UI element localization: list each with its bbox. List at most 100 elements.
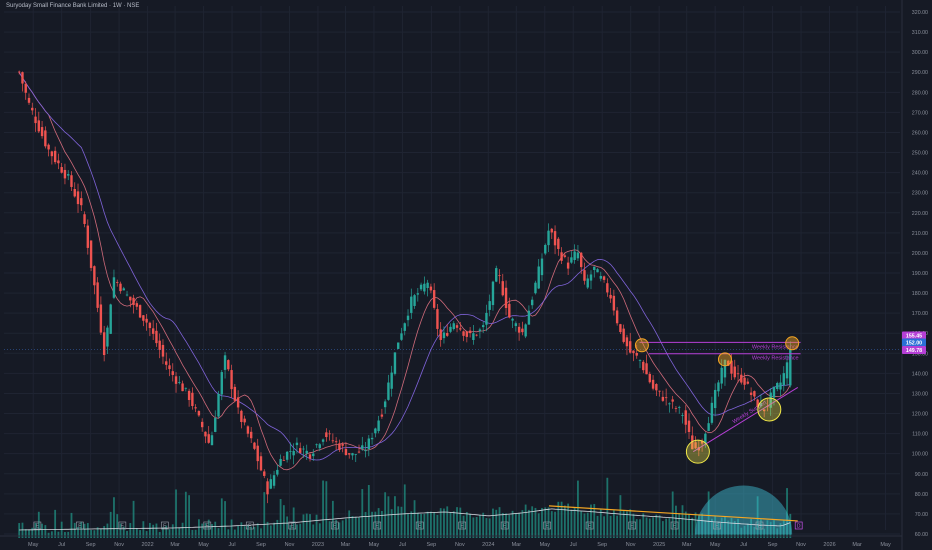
volume-bar (80, 521, 83, 538)
x-tick-label: Mar (341, 542, 351, 548)
volume-bar (103, 526, 106, 538)
volume-bar (485, 518, 488, 538)
volume-bar (90, 529, 92, 538)
candle-body (109, 304, 112, 334)
volume-bar (684, 511, 687, 538)
candle-body (112, 277, 116, 298)
candle-body (80, 198, 83, 206)
earnings-marker (118, 521, 127, 530)
volume-bar (766, 520, 769, 538)
candle-body (586, 278, 589, 288)
x-tick-label: Jul (58, 542, 65, 548)
candle-body (184, 387, 188, 389)
volume-bar (50, 531, 53, 538)
volume-bar (603, 516, 605, 538)
volume-bar (648, 518, 651, 538)
volume-bar (328, 521, 331, 538)
candle-body (740, 374, 743, 383)
candle-body (34, 116, 37, 124)
earnings-marker (500, 521, 509, 530)
candle-body (331, 440, 335, 442)
volume-bar (410, 511, 413, 538)
candle-body (285, 451, 289, 460)
candle-body (615, 310, 619, 324)
volume-bar (714, 515, 717, 538)
volume-bar (694, 512, 697, 538)
candle-body (168, 365, 171, 370)
volume-bar (247, 525, 249, 538)
support-line (692, 387, 799, 453)
candle-body (746, 381, 750, 384)
x-tick-label: Mar (852, 542, 862, 548)
earnings-marker-label: E (545, 524, 549, 530)
volume-bar (658, 515, 661, 538)
candle-body (642, 361, 645, 371)
x-tick-label: May (28, 542, 39, 548)
candle-body (70, 175, 73, 187)
candle-body (390, 372, 393, 389)
chart-title: Suryoday Small Finance Bank Limited · 1W… (6, 3, 140, 9)
candle-body (236, 397, 240, 408)
y-tick-label: 290.00 (912, 70, 928, 76)
candle-body (439, 329, 442, 340)
volume-bar (318, 523, 321, 538)
candle-body (432, 290, 436, 308)
earnings-marker (245, 521, 254, 530)
volume-bar (243, 526, 246, 538)
volume-bar (28, 529, 30, 538)
y-tick-label: 300.00 (912, 50, 928, 56)
volume-bar (116, 514, 119, 538)
candle-body (553, 231, 557, 246)
candle-body (455, 325, 459, 328)
volume-bar (697, 514, 700, 538)
y-tick-label: 310.00 (912, 30, 928, 36)
volume-bar (253, 526, 256, 538)
candle-body (129, 296, 132, 301)
candle-body (599, 275, 602, 279)
volume-bar (158, 531, 161, 538)
volume-bar (397, 506, 400, 538)
candle-body (207, 434, 210, 443)
candle-body (223, 355, 227, 370)
x-tick-label: Nov (285, 542, 295, 548)
candle-body (743, 377, 746, 385)
volume-bar (162, 527, 164, 538)
volume-bar (364, 511, 367, 538)
candle-body (383, 401, 387, 408)
candle-body (511, 318, 514, 321)
volume-bar (769, 521, 772, 538)
candle-body (181, 383, 184, 392)
x-tick-label: Mar (682, 542, 692, 548)
volume-bar (60, 521, 63, 538)
volume-bar (233, 529, 236, 538)
candle-body (361, 445, 364, 449)
y-tick-label: 120.00 (912, 412, 928, 418)
candle-body (772, 386, 776, 398)
y-tick-label: 100.00 (912, 452, 928, 458)
candle-body (566, 262, 570, 269)
candle-body (295, 442, 299, 446)
volume-bar (563, 505, 566, 538)
candle-body (148, 322, 152, 329)
candle-body (40, 127, 44, 137)
candle-body (410, 296, 413, 313)
volume-bar (456, 507, 458, 538)
candle-body (200, 421, 204, 428)
candle-body (178, 382, 181, 383)
candle-body (596, 269, 599, 273)
candle-body (446, 333, 449, 336)
candle-body (534, 282, 537, 294)
candle-body (227, 360, 230, 370)
candle-body (710, 402, 714, 423)
volume-bar (544, 507, 547, 538)
candle-body (63, 169, 67, 179)
candle-body (276, 469, 279, 475)
candle-body (174, 376, 178, 384)
candle-body (563, 255, 567, 257)
candle-body (488, 301, 491, 310)
earnings-marker-label: E (630, 524, 634, 530)
volume-bar (184, 491, 187, 538)
